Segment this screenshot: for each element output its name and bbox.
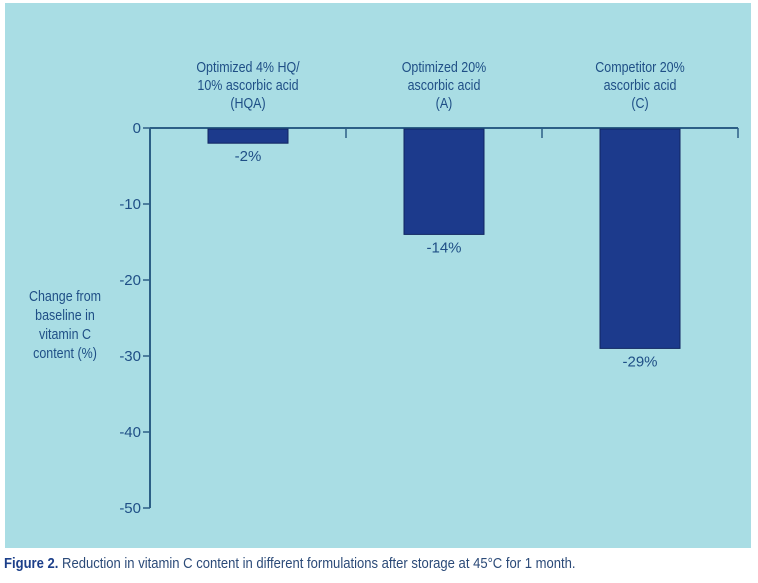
axes bbox=[149, 127, 739, 508]
category-label-line: Optimized 20% bbox=[401, 60, 487, 76]
data-labels: -2% -14% -29% bbox=[235, 148, 658, 370]
y-axis-label-line: Change from bbox=[28, 289, 102, 305]
y-axis-label-line: vitamin C bbox=[39, 327, 91, 343]
category-label-line: Optimized 4% HQ/ bbox=[196, 60, 300, 76]
data-label: -14% bbox=[426, 239, 461, 256]
data-label: -29% bbox=[622, 353, 657, 370]
figure-caption: Figure 2. Reduction in vitamin C content… bbox=[4, 556, 576, 572]
y-axis-label-line: content (%) bbox=[33, 346, 97, 362]
chart-panel: 0 -10 -20 -30 -40 -50 -2% -14% -29% Optimized 4… bbox=[5, 3, 751, 548]
bar bbox=[207, 128, 289, 144]
category-label-line: ascorbic acid bbox=[603, 78, 677, 94]
bar bbox=[599, 128, 681, 349]
category-label: Competitor 20% ascorbic acid (C) bbox=[563, 59, 718, 113]
data-label: -2% bbox=[235, 148, 262, 165]
bar bbox=[403, 128, 485, 235]
y-tick-label: -50 bbox=[119, 500, 141, 517]
y-tick-label: -40 bbox=[119, 424, 141, 441]
category-label: Optimized 20% ascorbic acid (A) bbox=[367, 59, 522, 113]
category-label-line: (HQA) bbox=[230, 96, 266, 112]
y-tick-label: 0 bbox=[133, 120, 141, 137]
y-tick-label: -10 bbox=[119, 196, 141, 213]
category-label-line: ascorbic acid bbox=[407, 78, 481, 94]
y-tick-label: -20 bbox=[119, 272, 141, 289]
bar-chart: 0 -10 -20 -30 -40 -50 -2% -14% -29% bbox=[119, 120, 739, 517]
category-label-line: (A) bbox=[435, 96, 453, 112]
y-ticks: 0 -10 -20 -30 -40 -50 bbox=[119, 120, 150, 517]
y-tick-label: -30 bbox=[119, 348, 141, 365]
category-label: Optimized 4% HQ/10% ascorbic acid (HQA) bbox=[171, 59, 326, 113]
caption-text: Reduction in vitamin C content in differ… bbox=[58, 556, 576, 572]
y-axis-label: Change from baseline in vitamin C content (… bbox=[22, 288, 108, 364]
figure-number: Figure 2. bbox=[4, 556, 59, 572]
category-label-line: (C) bbox=[631, 96, 649, 112]
y-axis-label-line: baseline in bbox=[35, 308, 95, 324]
category-label-line: 10% ascorbic acid bbox=[197, 78, 299, 94]
bars bbox=[207, 128, 681, 349]
category-label-line: Competitor 20% bbox=[595, 60, 685, 76]
